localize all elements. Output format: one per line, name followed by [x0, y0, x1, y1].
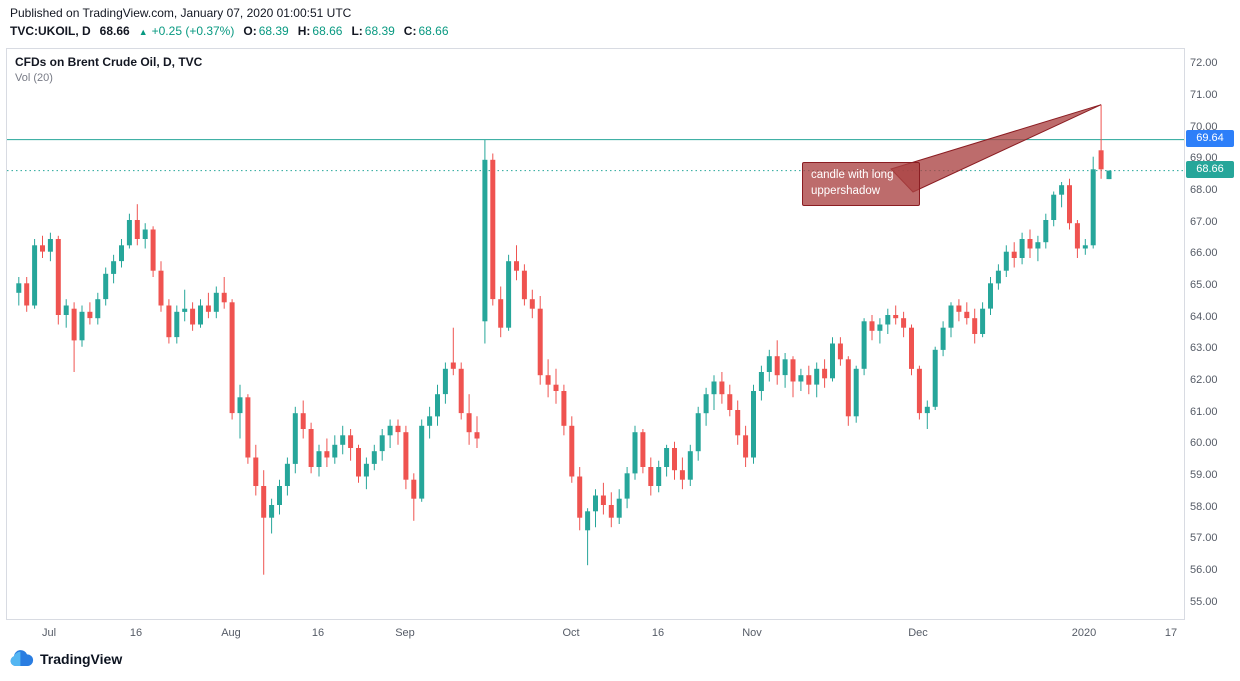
- volume-indicator-label: Vol (20): [15, 72, 53, 84]
- x-axis-label: 2020: [1071, 627, 1097, 639]
- x-axis-label: 16: [129, 627, 143, 639]
- callout-text-line2: uppershadow: [811, 184, 881, 197]
- y-axis-label: 65.00: [1190, 279, 1218, 291]
- candlestick-chart[interactable]: [7, 49, 1184, 619]
- y-axis-label: 71.00: [1190, 89, 1218, 101]
- change-value: +0.25 (+0.37%): [151, 24, 235, 38]
- y-axis-label: 66.00: [1190, 247, 1218, 259]
- ohlc-close: C: 68.66: [403, 24, 449, 38]
- y-axis-label: 57.00: [1190, 532, 1218, 544]
- x-axis-label: Dec: [908, 627, 928, 639]
- x-axis-label: 16: [311, 627, 325, 639]
- tradingview-logo-icon: [10, 650, 34, 666]
- callout-text-line1: candle with long: [811, 169, 894, 181]
- x-axis-label: Jul: [41, 627, 57, 639]
- y-axis-label: 67.00: [1190, 216, 1218, 228]
- symbol-name: TVC:UKOIL, D: [10, 24, 91, 38]
- chart-title: CFDs on Brent Crude Oil, D, TVC: [15, 55, 203, 69]
- y-axis-label: 60.00: [1190, 437, 1218, 449]
- y-axis-label: 59.00: [1190, 469, 1218, 481]
- x-axis-label: Aug: [221, 627, 241, 639]
- up-arrow-icon: ▲: [138, 27, 148, 37]
- chart-plot-area[interactable]: CFDs on Brent Crude Oil, D, TVC Vol (20): [6, 48, 1185, 620]
- y-axis-label: 63.00: [1190, 342, 1218, 354]
- y-axis-label: 64.00: [1190, 311, 1218, 323]
- x-axis-label: 17: [1164, 627, 1178, 639]
- y-axis-label: 58.00: [1190, 501, 1218, 513]
- x-axis-label: Oct: [562, 627, 580, 639]
- candles-group: [16, 104, 1112, 575]
- symbol-info-bar: TVC:UKOIL, D 68.66 ▲ +0.25 (+0.37%) O: 6…: [10, 24, 449, 38]
- ohlc-high: H: 68.66: [297, 24, 343, 38]
- price-badge-level: 69.64: [1186, 130, 1234, 147]
- price-change: ▲ +0.25 (+0.37%): [139, 24, 235, 38]
- y-axis-label: 68.00: [1190, 184, 1218, 196]
- tradingview-branding[interactable]: TradingView: [8, 650, 122, 667]
- y-axis-label: 62.00: [1190, 374, 1218, 386]
- x-axis-label: Sep: [395, 627, 415, 639]
- callout-annotation[interactable]: candle with long uppershadow: [802, 162, 920, 206]
- ohlc-open: O: 68.39: [243, 24, 289, 38]
- y-axis-label: 56.00: [1190, 564, 1218, 576]
- ohlc-low: L: 68.39: [351, 24, 395, 38]
- x-axis-label: 16: [651, 627, 665, 639]
- y-axis-label: 72.00: [1190, 57, 1218, 69]
- y-axis-label: 61.00: [1190, 406, 1218, 418]
- y-axis-label: 55.00: [1190, 596, 1218, 608]
- last-price: 68.66: [99, 24, 130, 38]
- x-axis-label: Nov: [742, 627, 762, 639]
- published-line: Published on TradingView.com, January 07…: [10, 6, 352, 20]
- tradingview-logo-text: TradingView: [40, 650, 123, 667]
- price-badge-current: 68.66: [1186, 161, 1234, 178]
